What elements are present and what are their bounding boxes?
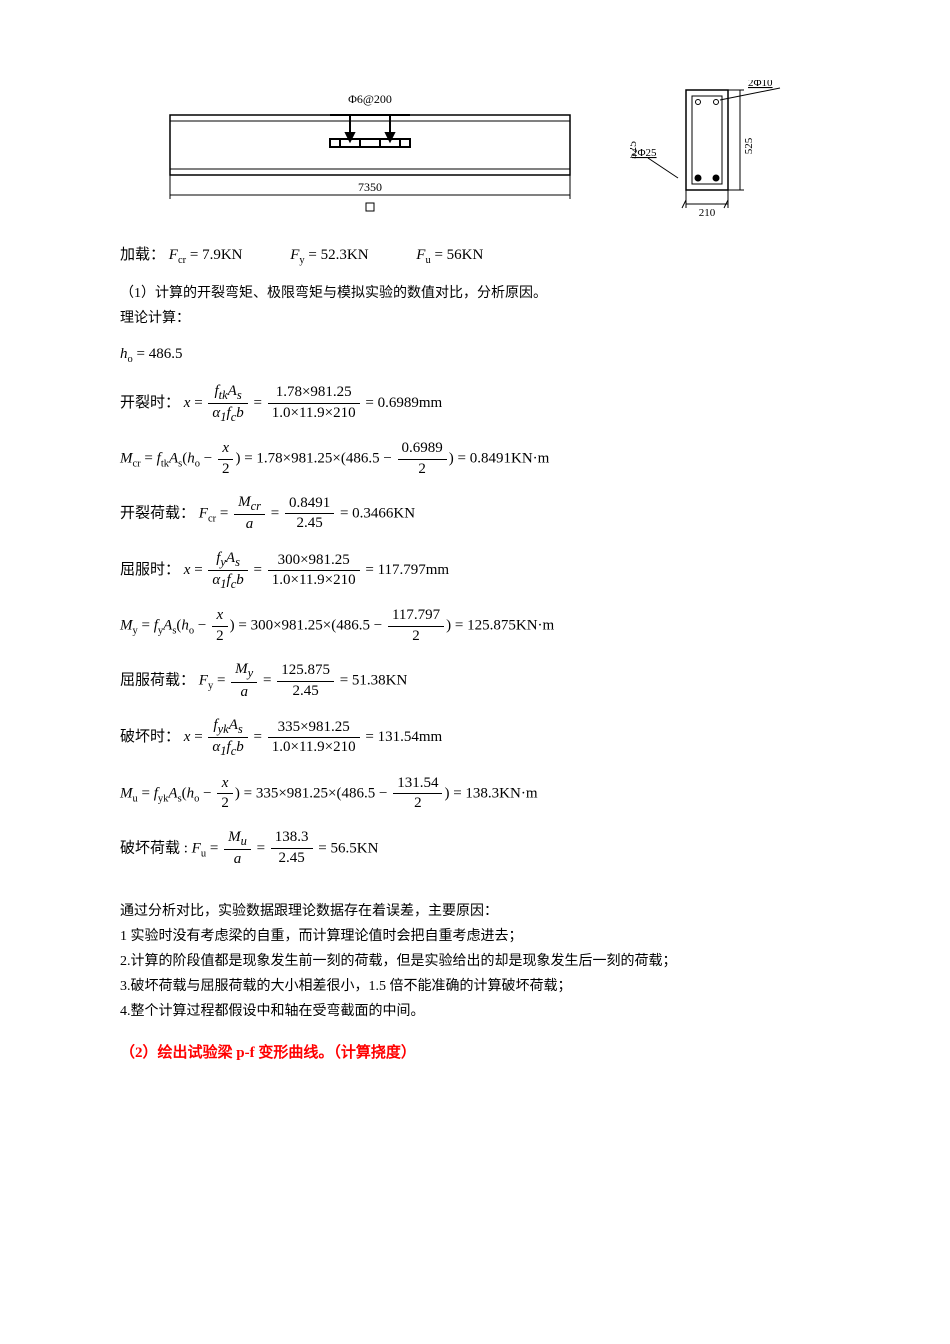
eq-fcr: 开裂荷载： Fcr = Mcra = 0.84912.45 = 0.3466KN	[120, 493, 830, 535]
task-2: （2）绘出试验梁 p-f 变形曲线。（计算挠度）	[120, 1042, 830, 1065]
h0: ho = 486.5	[120, 343, 830, 368]
eq-yield-x: 屈服时： x = fyAsα1fcb = 300×981.251.0×11.9×…	[120, 549, 830, 593]
load-prefix: 加载：	[120, 247, 165, 263]
beam-diagrams: Φ6@200 7350	[120, 80, 830, 220]
reason-3: 3.破坏荷载与屈服荷载的大小相差很小，1.5 倍不能准确的计算破坏荷载；	[120, 976, 830, 997]
reason-2: 2.计算的阶段值都是现象发生前一刻的荷载，但是实验给出的却是现象发生后一刻的荷载…	[120, 951, 830, 972]
svg-text:7350: 7350	[358, 180, 382, 194]
svg-text:2Φ10: 2Φ10	[748, 80, 773, 89]
eq-mcr: Mcr = ftkAs(ho − x2) = 1.78×981.25×(486.…	[120, 439, 830, 479]
svg-text:525: 525	[743, 137, 755, 154]
reason-1: 1 实验时没有考虑梁的自重，而计算理论值时会把自重考虑进去；	[120, 926, 830, 947]
eq-my: My = fyAs(ho − x2) = 300×981.25×(486.5 −…	[120, 606, 830, 646]
reason-4: 4.整个计算过程都假设中和轴在受弯截面的中间。	[120, 1001, 830, 1022]
eq-fail-x: 破坏时： x = fykAsα1fcb = 335×981.251.0×11.9…	[120, 716, 830, 760]
task-1: （1）计算的开裂弯矩、极限弯矩与模拟实验的数值对比，分析原因。	[120, 283, 830, 304]
stirrup-label: Φ6@200	[348, 92, 392, 106]
eq-fy: 屈服荷载： Fy = Mya = 125.8752.45 = 51.38KN	[120, 660, 830, 702]
svg-text:210: 210	[699, 207, 716, 219]
beam-elevation: Φ6@200 7350	[160, 85, 580, 215]
load-values: 加载： Fcr = 7.9KN Fy = 52.3KN Fu = 56KN	[120, 244, 830, 269]
eq-fu: 破坏荷载 : Fu = Mua = 138.32.45 = 56.5KN	[120, 828, 830, 870]
analysis-intro: 通过分析对比，实验数据跟理论数据存在着误差，主要原因：	[120, 901, 830, 922]
eq-crack-x: 开裂时： x = ftkAsα1fcb = 1.78×981.251.0×11.…	[120, 382, 830, 426]
calc-label: 理论计算：	[120, 308, 830, 329]
beam-cross-section: 525 2Φ10 2Φ25 525 210	[630, 80, 790, 220]
eq-mu: Mu = fykAs(ho − x2) = 335×981.25×(486.5 …	[120, 774, 830, 814]
svg-text:2Φ25: 2Φ25	[632, 147, 657, 159]
